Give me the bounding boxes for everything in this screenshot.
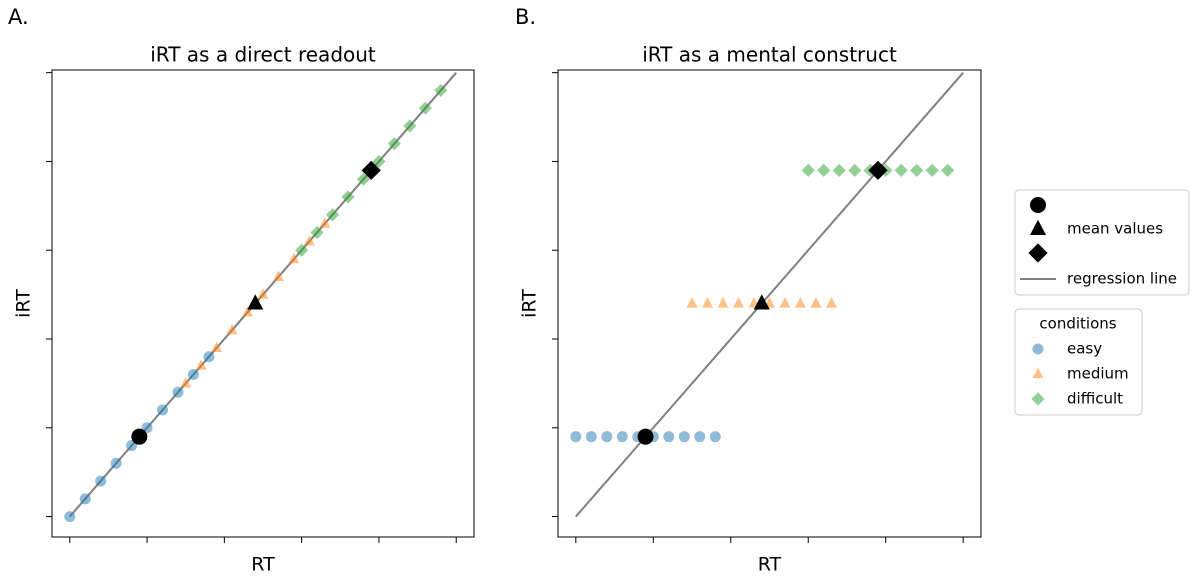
point-medium xyxy=(288,252,300,264)
legend-mean-marker xyxy=(1030,197,1046,213)
point-easy xyxy=(172,386,184,398)
legend-label: medium xyxy=(1067,365,1129,383)
legend-label: regression line xyxy=(1067,270,1177,288)
point-difficult xyxy=(434,83,448,98)
x-axis-label: RT xyxy=(251,554,275,576)
axes-frame xyxy=(557,69,982,538)
point-medium xyxy=(319,217,331,228)
point-easy xyxy=(110,457,122,469)
legend-marker xyxy=(1032,343,1044,355)
point-medium xyxy=(242,306,254,317)
point-difficult xyxy=(801,163,815,177)
point-difficult xyxy=(310,225,324,240)
legend-box xyxy=(1014,189,1190,296)
mean-point xyxy=(247,294,264,310)
point-easy xyxy=(79,493,91,505)
point-easy xyxy=(616,431,628,443)
point-easy xyxy=(694,431,706,443)
point-difficult xyxy=(325,208,340,222)
point-easy xyxy=(709,431,721,443)
point-easy xyxy=(157,404,169,416)
point-medium xyxy=(810,297,822,308)
point-medium xyxy=(717,297,729,308)
point-medium xyxy=(825,297,837,308)
mean-point xyxy=(131,428,148,445)
point-difficult xyxy=(341,190,355,204)
legend-label: difficult xyxy=(1067,390,1123,408)
point-medium xyxy=(257,288,269,299)
legend-marker xyxy=(1031,392,1045,406)
point-difficult xyxy=(832,163,846,177)
point-easy xyxy=(203,351,215,363)
regression-line xyxy=(575,72,964,518)
legend-label: mean values xyxy=(1067,220,1163,238)
legend-marker xyxy=(1032,367,1044,379)
chart-title: iRT as a direct readout xyxy=(150,43,376,67)
point-medium xyxy=(180,377,192,388)
legend-label: easy xyxy=(1067,340,1102,358)
mean-point xyxy=(868,160,888,180)
point-medium xyxy=(195,359,207,370)
point-easy xyxy=(95,475,107,487)
point-easy xyxy=(64,511,76,523)
point-difficult xyxy=(403,119,417,133)
point-medium xyxy=(733,297,745,308)
legend-box xyxy=(1014,308,1143,416)
legend-mean-marker xyxy=(1030,219,1046,235)
y-axis-label: iRT xyxy=(519,289,541,318)
point-medium xyxy=(211,341,223,353)
point-difficult xyxy=(941,163,955,177)
mean-point xyxy=(637,428,654,445)
point-difficult xyxy=(372,154,386,169)
panel-label: B. xyxy=(515,5,536,29)
point-medium xyxy=(303,235,315,246)
point-medium xyxy=(779,297,791,308)
panel-label: A. xyxy=(8,5,29,29)
point-easy xyxy=(663,431,675,443)
y-axis-label: iRT xyxy=(13,289,35,318)
legend-mean-marker xyxy=(1028,243,1048,263)
point-easy xyxy=(570,431,582,443)
chart-title: iRT as a mental construct xyxy=(642,43,897,67)
mean-point xyxy=(753,294,770,310)
point-medium xyxy=(686,297,698,308)
axes-frame xyxy=(51,69,475,538)
point-easy xyxy=(601,431,613,443)
point-difficult xyxy=(848,163,862,177)
point-medium xyxy=(794,297,806,308)
point-difficult xyxy=(894,163,908,177)
mean-point xyxy=(361,160,381,180)
point-difficult xyxy=(356,172,371,186)
legend-title: conditions xyxy=(1039,315,1116,333)
point-difficult xyxy=(817,163,831,177)
point-easy xyxy=(187,369,199,381)
point-difficult xyxy=(295,243,309,257)
point-medium xyxy=(226,323,238,335)
point-easy xyxy=(585,431,597,443)
point-medium xyxy=(272,270,284,281)
x-axis-label: RT xyxy=(758,554,782,576)
point-difficult xyxy=(418,101,432,115)
point-difficult xyxy=(910,163,924,177)
point-difficult xyxy=(925,163,939,177)
point-easy xyxy=(678,431,690,443)
point-medium xyxy=(702,297,714,308)
point-difficult xyxy=(387,137,401,151)
